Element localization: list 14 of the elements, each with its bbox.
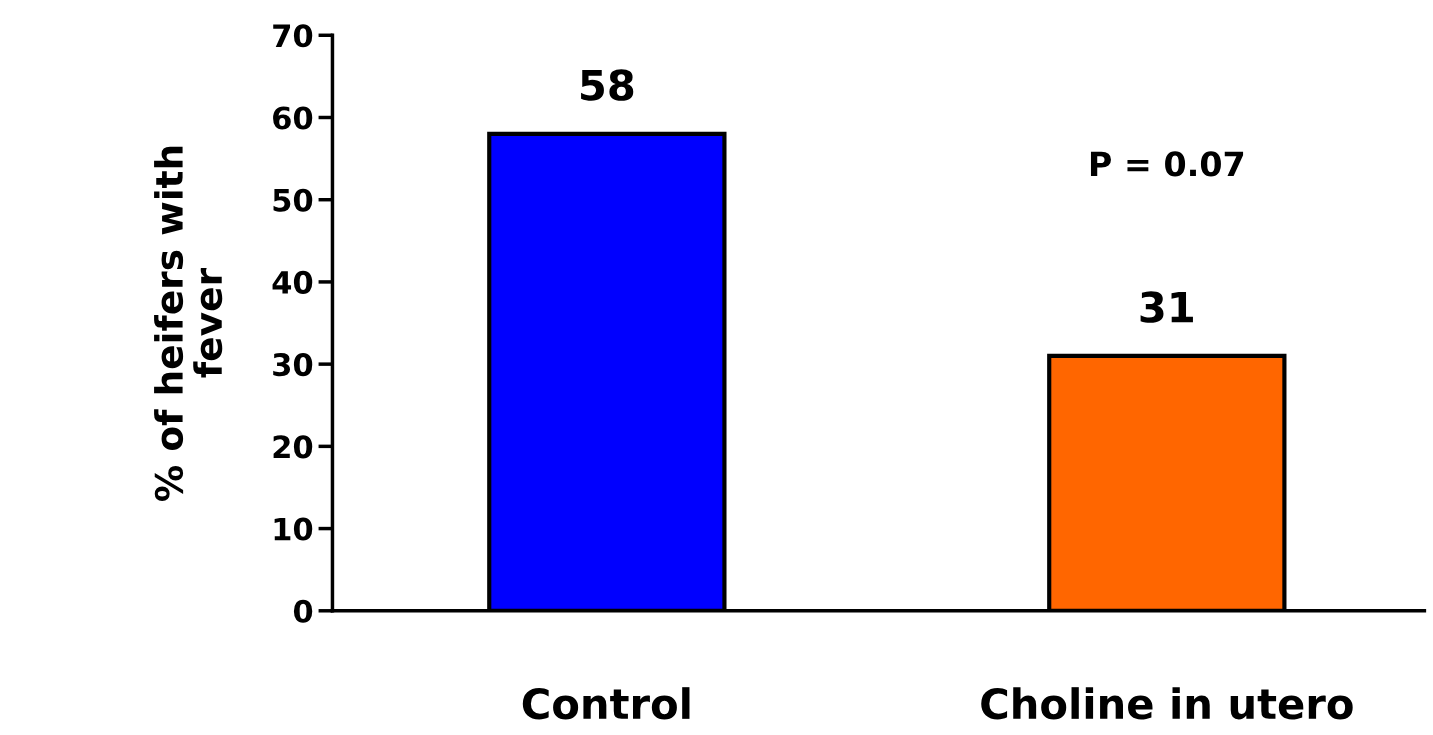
y-tick-label: 50 xyxy=(273,188,313,212)
y-tick-label: 10 xyxy=(274,517,313,541)
data-label: 31 xyxy=(1140,291,1193,323)
annotation: P = 0.07 xyxy=(1090,151,1244,177)
data-label: 58 xyxy=(581,69,634,101)
y-tick-label: 70 xyxy=(273,24,313,48)
x-tick-label: Control xyxy=(522,687,690,720)
y-tick-label: 30 xyxy=(273,353,313,377)
x-tick-label: Choline in utero xyxy=(981,687,1353,720)
y-tick-label: 60 xyxy=(273,106,313,130)
y-tick-label: 0 xyxy=(293,599,313,623)
y-axis-title: % of heifers with fever xyxy=(154,146,223,502)
y-tick-label: 20 xyxy=(273,435,313,459)
y-tick-label: 40 xyxy=(272,270,313,294)
